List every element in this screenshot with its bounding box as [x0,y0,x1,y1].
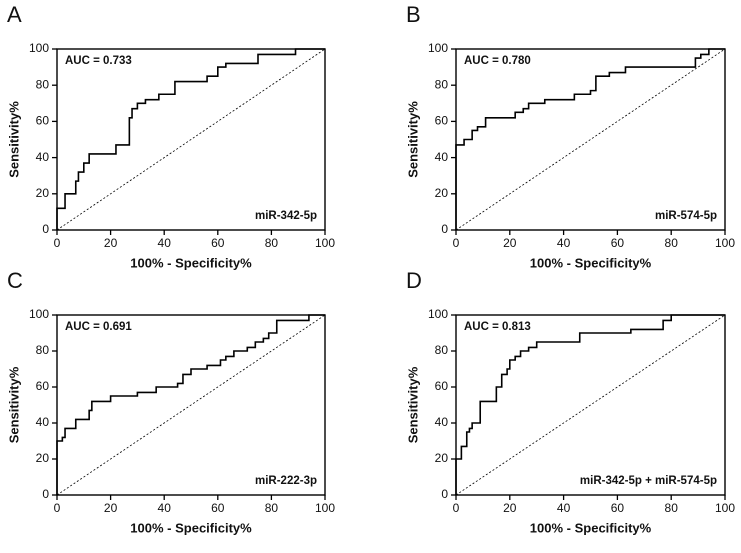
panel-label: A [7,2,22,27]
y-tick-label: 100 [428,307,448,321]
x-tick-label: 0 [453,501,460,515]
annotation: AUC = 0.733 [65,55,132,67]
roc-curve [56,48,325,230]
y-tick-label: 20 [36,186,50,200]
series-label: miR-342-5p + miR-574-5p [580,475,717,487]
y-tick-label: 20 [435,451,449,465]
x-tick-label: 40 [158,236,172,250]
y-axis-label: Sensitivity% [405,101,420,178]
plot-frame [56,314,326,496]
x-axis-label: 100% - Specificity% [530,255,652,270]
plot-frame [455,48,726,231]
y-tick-label: 20 [36,451,50,465]
y-tick-label: 100 [428,41,448,55]
x-tick-label: 80 [265,236,279,250]
x-tick-label: 20 [503,501,517,515]
reference-line [56,48,326,231]
series-label: miR-574-5p [655,210,717,222]
x-tick-label: 100 [715,236,735,250]
y-tick-label: 100 [29,307,49,321]
roc-curve [455,314,725,495]
reference-line [455,48,726,231]
y-axis-label: Sensitivity% [6,101,21,178]
y-tick-label: 80 [435,343,449,357]
x-tick-label: 60 [611,501,625,515]
x-axis-label: 100% - Specificity% [530,520,652,535]
y-tick-label: 80 [435,77,449,91]
series-label: miR-342-5p [255,210,317,222]
x-tick-label: 80 [265,501,279,515]
y-tick-label: 60 [435,114,449,128]
reference-line [455,314,726,496]
series-label: miR-222-3p [255,475,317,487]
x-tick-label: 40 [557,236,571,250]
y-tick-label: 0 [42,487,49,501]
y-tick-label: 40 [36,415,50,429]
x-tick-label: 40 [158,501,172,515]
y-axis-label: Sensitivity% [6,366,21,443]
y-tick-label: 60 [435,379,449,393]
x-tick-label: 20 [503,236,517,250]
x-tick-label: 60 [211,501,225,515]
x-tick-label: 100 [715,501,735,515]
x-axis-label: 100% - Specificity% [130,520,252,535]
panel-label: D [406,268,422,293]
x-tick-label: 80 [665,501,679,515]
x-tick-label: 0 [453,236,460,250]
y-tick-label: 0 [42,222,49,236]
y-tick-label: 0 [441,222,448,236]
plot-frame [56,48,326,231]
y-tick-label: 40 [435,150,449,164]
x-tick-label: 0 [54,501,61,515]
annotation: AUC = 0.691 [65,321,132,333]
x-tick-label: 20 [104,236,118,250]
panel-label: C [7,268,23,293]
x-tick-label: 100 [315,236,335,250]
x-tick-label: 0 [54,236,61,250]
annotation: AUC = 0.780 [464,55,531,67]
y-tick-label: 60 [36,114,50,128]
x-axis-label: 100% - Specificity% [130,255,252,270]
x-tick-label: 20 [104,501,118,515]
x-tick-label: 60 [211,236,225,250]
roc-curve [455,48,725,230]
y-tick-label: 20 [435,186,449,200]
y-axis-label: Sensitivity% [405,366,420,443]
panel-label: B [406,2,421,27]
y-tick-label: 60 [36,379,50,393]
y-tick-label: 40 [435,415,449,429]
roc-curve [56,314,325,495]
y-tick-label: 80 [36,77,50,91]
y-tick-label: 40 [36,150,50,164]
x-tick-label: 100 [315,501,335,515]
reference-line [56,314,326,496]
annotation: AUC = 0.813 [464,321,531,333]
x-tick-label: 80 [665,236,679,250]
y-tick-label: 100 [29,41,49,55]
y-tick-label: 80 [36,343,50,357]
x-tick-label: 40 [557,501,571,515]
y-tick-label: 0 [441,487,448,501]
x-tick-label: 60 [611,236,625,250]
plot-frame [455,314,726,496]
